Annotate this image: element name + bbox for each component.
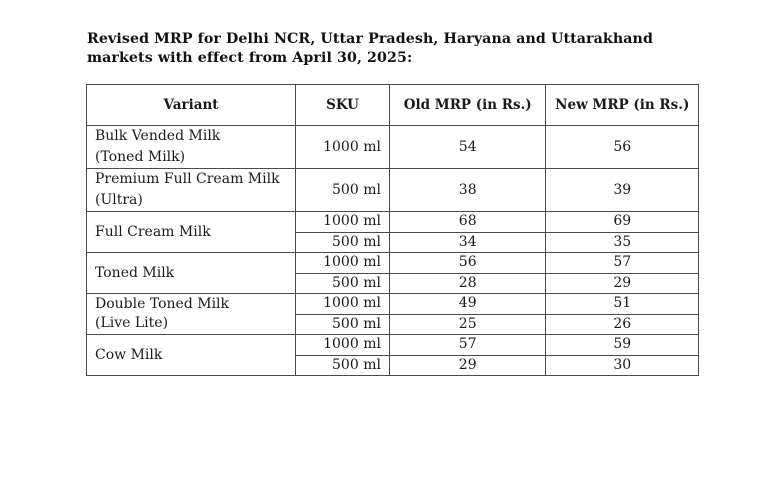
variant-name: Premium Full Cream Milk (95, 171, 280, 187)
new-mrp-cell: 51 (545, 293, 699, 315)
sku-cell: 500 ml (295, 272, 390, 294)
old-mrp-cell: 68 (388, 211, 547, 233)
sku-cell: 500 ml (295, 354, 390, 376)
variant-cell: Bulk Vended Milk (Toned Milk) (85, 125, 297, 169)
old-mrp-cell: 29 (388, 354, 547, 376)
old-mrp-cell: 38 (388, 168, 547, 212)
variant-name: Double Toned Milk (95, 296, 230, 312)
header-old-mrp: Old MRP (in Rs.) (388, 84, 547, 126)
table-header-row: Variant SKU Old MRP (in Rs.) New MRP (in… (85, 84, 699, 126)
old-mrp-cell: 25 (388, 313, 547, 335)
mrp-table: Variant SKU Old MRP (in Rs.) New MRP (in… (85, 84, 699, 376)
sku-cell: 500 ml (295, 231, 390, 253)
new-mrp-cell: 26 (545, 313, 699, 335)
table-row: 500 ml 29 30 (87, 354, 699, 376)
new-mrp-cell: 29 (545, 272, 699, 294)
old-mrp-cell: 28 (388, 272, 547, 294)
variant-cell: Toned Milk (85, 252, 297, 294)
old-mrp-cell: 34 (388, 231, 547, 253)
table-row: Premium Full Cream Milk (Ultra) 500 ml 38… (85, 168, 699, 212)
sku-cell: 500 ml (295, 313, 390, 335)
table-row: Full Cream Milk 1000 ml 68 69 (85, 211, 699, 253)
variant-cell: Cow Milk (85, 334, 297, 376)
new-mrp-cell: 57 (545, 252, 699, 274)
old-mrp-cell: 49 (388, 293, 547, 315)
old-mrp-cell: 56 (388, 252, 547, 274)
variant-subname: (Toned Milk) (95, 149, 186, 165)
sku-cell: 1000 ml (295, 125, 390, 169)
new-mrp-cell: 30 (545, 354, 699, 376)
variant-cell: Full Cream Milk (85, 211, 297, 253)
sku-cell: 1000 ml (295, 252, 390, 274)
document-title: Revised MRP for Delhi NCR, Uttar Pradesh… (87, 31, 653, 66)
new-mrp-cell: 35 (545, 231, 699, 253)
sku-cell: 1000 ml (295, 293, 390, 315)
old-mrp-cell: 57 (388, 334, 547, 356)
new-mrp-cell: 59 (545, 334, 699, 356)
table-row: Toned Milk 1000 ml 56 57 (85, 252, 699, 294)
variant-name: Bulk Vended Milk (95, 128, 221, 144)
new-mrp-cell: 39 (545, 168, 699, 212)
table-row: Cow Milk 1000 ml 57 59 (85, 334, 699, 376)
variant-cell: Premium Full Cream Milk (Ultra) (85, 168, 297, 212)
variant-subname: (Live Lite) (95, 315, 169, 331)
header-sku: SKU (295, 84, 390, 126)
table-row: Bulk Vended Milk (Toned Milk) 1000 ml 54 … (85, 125, 699, 169)
sku-cell: 500 ml (295, 168, 390, 212)
table-row: 500 ml 28 29 (87, 272, 699, 294)
variant-subname: (Ultra) (95, 192, 143, 208)
header-new-mrp: New MRP (in Rs.) (545, 84, 699, 126)
new-mrp-cell: 69 (545, 211, 699, 233)
new-mrp-cell: 56 (545, 125, 699, 169)
old-mrp-cell: 54 (388, 125, 547, 169)
sku-cell: 1000 ml (295, 211, 390, 233)
table-row: Double Toned Milk (Live Lite) 1000 ml 49 … (85, 293, 699, 335)
variant-cell: Double Toned Milk (Live Lite) (85, 293, 297, 335)
header-variant: Variant (85, 84, 297, 126)
sku-cell: 1000 ml (295, 334, 390, 356)
